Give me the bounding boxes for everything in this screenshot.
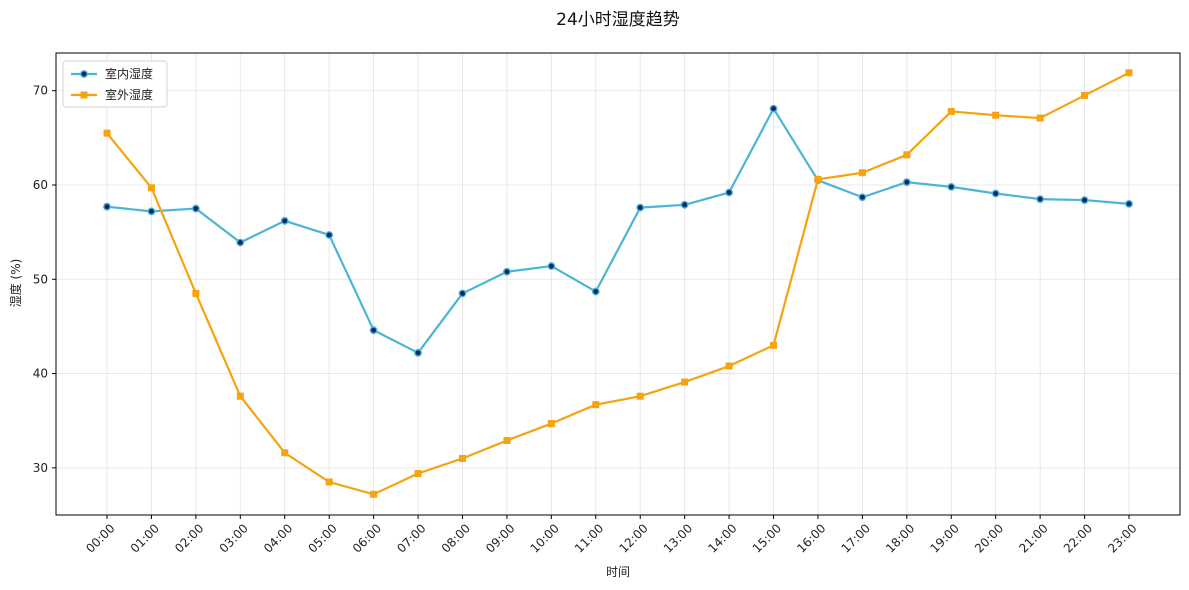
data-point	[680, 200, 689, 209]
x-tick-label: 07:00	[394, 521, 428, 555]
x-tick-label: 16:00	[794, 521, 828, 555]
x-tick-label: 09:00	[483, 521, 517, 555]
data-point	[236, 392, 244, 400]
data-point	[725, 362, 733, 370]
x-tick-label: 17:00	[839, 521, 873, 555]
data-point	[681, 378, 689, 386]
x-tick-label: 18:00	[883, 521, 917, 555]
x-tick-label: 05:00	[305, 521, 339, 555]
data-point	[1036, 114, 1044, 122]
series-line	[106, 71, 1130, 496]
x-tick-label: 03:00	[217, 521, 251, 555]
data-point	[414, 348, 422, 357]
y-tick-label: 30	[33, 461, 48, 475]
data-point	[281, 449, 289, 457]
data-point	[503, 267, 511, 276]
data-point	[369, 326, 378, 335]
data-point	[325, 478, 333, 486]
y-tick-label: 40	[33, 367, 48, 381]
y-tick-label: 70	[33, 84, 48, 98]
grid	[56, 53, 1180, 515]
data-point	[1036, 195, 1045, 204]
x-tick-label: 10:00	[528, 521, 562, 555]
data-point	[192, 289, 200, 297]
x-tick-label: 22:00	[1061, 521, 1095, 555]
x-tick-label: 13:00	[661, 521, 695, 555]
data-point	[814, 175, 822, 183]
x-tick-label: 01:00	[128, 521, 162, 555]
y-tick-label: 50	[33, 272, 48, 286]
legend-label: 室外湿度	[105, 87, 153, 102]
data-point	[458, 289, 467, 298]
data-point	[903, 151, 911, 159]
axes: 00:00 01:00 02:00 03:00 04:00 05:00 06:00 07:00…	[33, 52, 1181, 556]
x-tick-label: 23:00	[1105, 521, 1139, 555]
x-tick-label: 14:00	[705, 521, 739, 555]
data-point	[191, 204, 200, 213]
data-point	[591, 287, 600, 296]
data-point	[147, 207, 156, 216]
data-point	[1080, 196, 1089, 204]
data-point	[503, 437, 511, 445]
data-point	[769, 104, 778, 113]
x-tick-label: 12:00	[616, 521, 650, 555]
data-point	[902, 178, 911, 187]
data-point	[858, 193, 867, 202]
series-2	[103, 69, 1133, 498]
data-point	[458, 454, 466, 462]
data-point	[947, 182, 956, 191]
x-tick-label: 04:00	[261, 521, 295, 555]
legend-marker	[80, 70, 88, 78]
data-point	[636, 203, 645, 212]
data-point	[858, 169, 866, 177]
x-tick-label: 11:00	[572, 521, 606, 555]
data-point	[770, 341, 778, 349]
data-point	[992, 111, 1000, 119]
plot-frame	[55, 52, 1181, 516]
chart-title: 24小时湿度趋势	[556, 10, 680, 30]
data-point	[325, 231, 334, 239]
x-tick-label: 15:00	[750, 521, 784, 555]
data-point	[103, 129, 111, 137]
data-point	[547, 262, 556, 270]
legend-label: 室内湿度	[105, 66, 153, 81]
y-axis-label: 湿度 (%)	[8, 259, 23, 308]
x-tick-label: 00:00	[83, 521, 117, 555]
data-point	[280, 216, 289, 225]
x-tick-label: 20:00	[972, 521, 1006, 555]
data-point	[1125, 69, 1133, 77]
data-point	[991, 189, 1000, 198]
data-point	[414, 470, 422, 478]
data-point	[370, 490, 378, 498]
data-point	[947, 107, 955, 115]
data-point	[147, 184, 155, 192]
data-point	[236, 238, 245, 247]
x-tick-label: 02:00	[172, 521, 206, 555]
y-tick-label: 60	[33, 178, 48, 192]
data-point	[636, 392, 644, 400]
series-1	[103, 104, 1133, 357]
data-point	[725, 188, 733, 197]
data-point	[547, 420, 555, 428]
series-line	[106, 107, 1130, 354]
data-point	[592, 401, 600, 409]
legend-marker	[80, 91, 88, 99]
data-point	[1081, 91, 1089, 99]
x-axis-label: 时间	[606, 565, 630, 579]
data-point	[1125, 199, 1133, 208]
x-tick-label: 08:00	[439, 521, 473, 555]
x-tick-label: 06:00	[350, 521, 384, 555]
data-point	[103, 202, 111, 211]
x-tick-label: 21:00	[1016, 521, 1050, 555]
series-layer	[103, 69, 1133, 498]
x-tick-label: 19:00	[928, 521, 962, 555]
